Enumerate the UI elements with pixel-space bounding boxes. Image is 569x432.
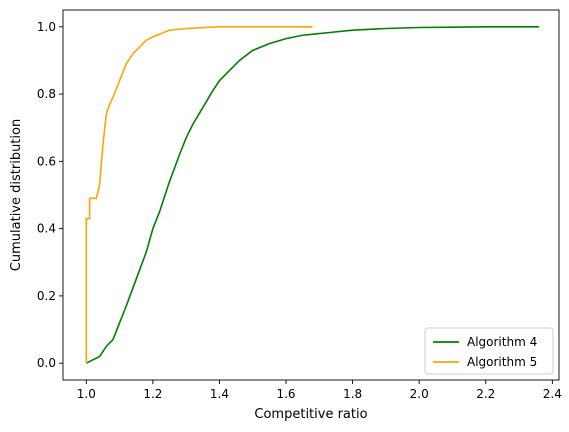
x-tick-label: 1.6 — [276, 387, 295, 401]
x-tick-label: 2.2 — [476, 387, 495, 401]
x-tick-label: 1.8 — [343, 387, 362, 401]
series-line-2 — [85, 26, 313, 364]
y-tick-label: 0.0 — [37, 356, 56, 370]
x-tick-label: 1.2 — [143, 387, 162, 401]
y-tick-label: 0.8 — [37, 87, 56, 101]
x-axis: 1.0 1.2 1.4 1.6 1.8 2.0 2.2 2.4 — [77, 380, 562, 401]
series-line-1 — [85, 26, 540, 364]
x-tick-label: 1.4 — [210, 387, 229, 401]
y-tick-label: 0.4 — [37, 222, 56, 236]
legend-label-2: Algorithm 5 — [467, 355, 537, 369]
y-axis: 0.0 0.2 0.4 0.6 0.8 1.0 — [37, 20, 63, 370]
legend: Algorithm 4 Algorithm 5 — [424, 327, 554, 375]
y-tick-label: 0.2 — [37, 289, 56, 303]
x-tick-label: 2.0 — [410, 387, 429, 401]
plot-area — [63, 10, 559, 380]
y-tick-label: 0.6 — [37, 154, 56, 168]
legend-label-1: Algorithm 4 — [467, 335, 537, 349]
series-layer — [85, 26, 540, 364]
x-tick-label: 2.4 — [543, 387, 562, 401]
plot-frame — [62, 9, 560, 381]
x-tick-label: 1.0 — [77, 387, 96, 401]
y-axis-label: Cumulative distribution — [9, 119, 24, 271]
x-axis-label: Competitive ratio — [254, 407, 367, 422]
y-tick-label: 1.0 — [37, 20, 56, 34]
